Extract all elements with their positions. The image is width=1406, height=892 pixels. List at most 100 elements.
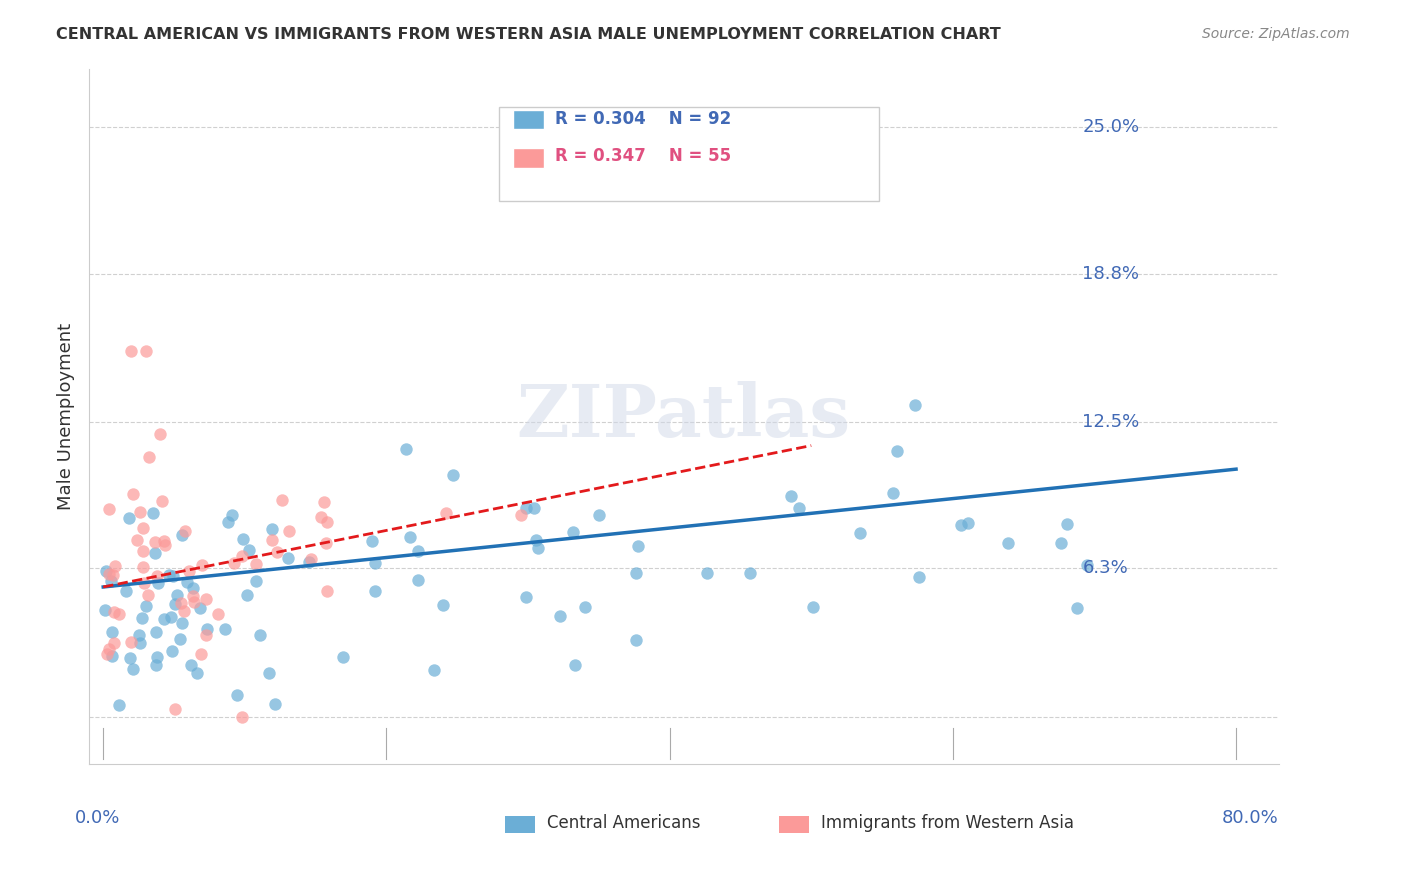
Point [118, 510, 141, 524]
Point [588, 508, 610, 523]
Point [131, 543, 153, 558]
Point [145, 625, 167, 640]
Point [561, 524, 583, 539]
Point [624, 632, 647, 647]
Point [93, 603, 115, 617]
Text: 80.0%: 80.0% [1222, 809, 1278, 827]
Point [108, 698, 131, 713]
Point [316, 515, 339, 529]
Point [232, 533, 254, 547]
Point [103, 636, 125, 650]
Point [236, 589, 259, 603]
Point [263, 698, 285, 712]
Point [309, 509, 332, 524]
Point [150, 493, 173, 508]
Point [120, 651, 142, 665]
Point [145, 658, 167, 673]
Point [278, 524, 301, 539]
Point [789, 500, 811, 515]
Text: Immigrants from Western Asia: Immigrants from Western Asia [821, 814, 1074, 832]
Text: CENTRAL AMERICAN VS IMMIGRANTS FROM WESTERN ASIA MALE UNEMPLOYMENT CORRELATION C: CENTRAL AMERICAN VS IMMIGRANTS FROM WEST… [56, 27, 1001, 42]
Point [120, 635, 142, 649]
Point [146, 650, 169, 665]
Point [222, 556, 245, 570]
Point [135, 599, 157, 613]
Point [260, 533, 283, 547]
Text: R = 0.347    N = 55: R = 0.347 N = 55 [555, 147, 731, 165]
Point [176, 575, 198, 590]
Point [332, 649, 354, 664]
Point [398, 530, 420, 544]
Point [299, 552, 322, 566]
Point [162, 568, 184, 582]
Point [170, 596, 193, 610]
Point [627, 539, 650, 553]
Point [245, 557, 267, 571]
Point [364, 556, 387, 570]
Text: ZIPatlas: ZIPatlas [517, 381, 851, 451]
Point [780, 489, 803, 503]
Point [132, 521, 155, 535]
Point [136, 588, 159, 602]
Point [801, 599, 824, 614]
Point [179, 564, 201, 578]
Point [194, 628, 217, 642]
Point [120, 344, 142, 359]
Point [214, 622, 236, 636]
Point [260, 522, 283, 536]
Point [574, 599, 596, 614]
Point [94, 564, 117, 578]
Point [100, 574, 122, 589]
Point [238, 543, 260, 558]
Point [114, 583, 136, 598]
Point [146, 575, 169, 590]
Point [882, 486, 904, 500]
Point [181, 590, 204, 604]
Point [160, 609, 183, 624]
Point [122, 662, 145, 676]
Point [523, 501, 546, 516]
Point [266, 545, 288, 559]
Point [149, 426, 172, 441]
Point [153, 538, 176, 552]
Point [103, 606, 125, 620]
Point [432, 598, 454, 612]
Point [163, 702, 186, 716]
Point [163, 597, 186, 611]
Point [364, 583, 387, 598]
Point [143, 535, 166, 549]
Point [160, 644, 183, 658]
Point [141, 506, 163, 520]
Point [218, 515, 240, 529]
Text: 6.3%: 6.3% [1083, 559, 1128, 577]
Point [131, 611, 153, 625]
Point [950, 517, 973, 532]
Point [157, 568, 180, 582]
Text: 25.0%: 25.0% [1083, 119, 1139, 136]
Bar [779, 816, 808, 833]
Text: 12.5%: 12.5% [1083, 413, 1139, 431]
Point [316, 584, 339, 599]
Point [395, 442, 418, 456]
Point [815, 155, 838, 169]
Point [315, 536, 337, 550]
Point [848, 526, 870, 541]
Point [207, 607, 229, 621]
Point [271, 493, 294, 508]
Point [298, 555, 321, 569]
Point [98, 502, 121, 516]
Point [132, 576, 155, 591]
Point [997, 536, 1019, 550]
Point [510, 508, 533, 523]
Point [515, 590, 537, 604]
Text: R = 0.304    N = 92: R = 0.304 N = 92 [555, 110, 731, 128]
Point [183, 595, 205, 609]
Point [166, 588, 188, 602]
Point [626, 566, 648, 580]
Point [98, 641, 121, 656]
Point [186, 666, 208, 681]
Point [406, 573, 429, 587]
Point [181, 581, 204, 595]
Point [257, 665, 280, 680]
Point [277, 551, 299, 566]
